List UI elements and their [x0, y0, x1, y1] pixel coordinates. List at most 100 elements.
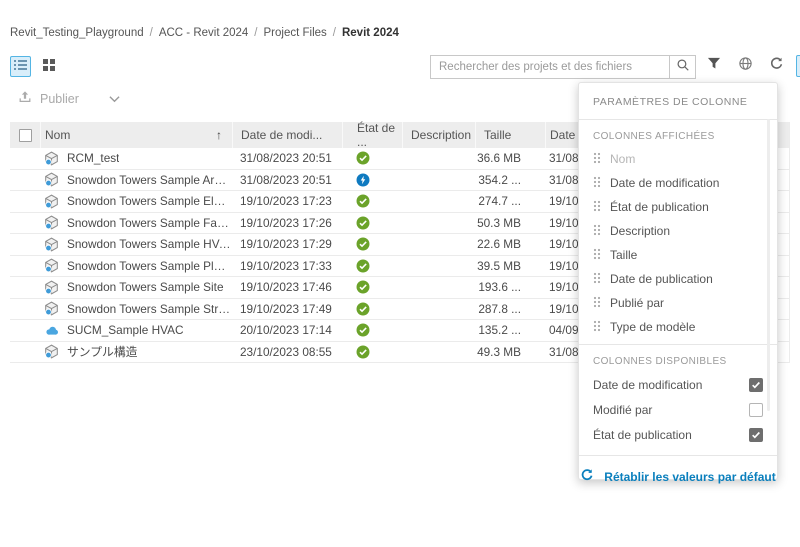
breadcrumb-separator: /: [149, 27, 153, 39]
file-published-date: 19/10/: [549, 215, 582, 230]
drag-handle-icon[interactable]: [593, 320, 601, 335]
search-icon: [676, 58, 690, 77]
search-input[interactable]: [431, 56, 669, 78]
published-status-icon: [356, 151, 370, 165]
breadcrumb-item[interactable]: Project Files: [263, 27, 327, 39]
breadcrumb-item[interactable]: Revit_Testing_Playground: [10, 27, 144, 39]
drag-handle-icon[interactable]: [593, 152, 601, 167]
drag-handle-icon[interactable]: [593, 224, 601, 239]
available-columns-section-label: COLONNES DISPONIBLES: [593, 356, 727, 367]
shown-column-item[interactable]: Type de modèle: [579, 315, 777, 339]
shown-column-label: État de publication: [610, 200, 709, 214]
list-view-button[interactable]: [10, 56, 31, 77]
reset-defaults-button[interactable]: Rétablir les valeurs par défaut: [579, 455, 777, 497]
toolbar-icons: [703, 55, 800, 77]
breadcrumb-item[interactable]: ACC - Revit 2024: [158, 27, 249, 39]
file-size: 274.7 ...: [478, 194, 521, 209]
published-status-icon: [356, 280, 370, 294]
file-name[interactable]: Snowdon Towers Sample HVAC: [67, 237, 232, 252]
column-settings-button[interactable]: [796, 55, 800, 77]
refresh-button[interactable]: [765, 55, 787, 77]
filter-icon: [707, 57, 721, 75]
file-name[interactable]: RCM_test: [67, 151, 120, 166]
revit-model-icon: [44, 172, 59, 187]
grid-view-icon: [42, 58, 55, 76]
cloud-model-icon: [44, 323, 59, 338]
file-modified-date: 19/10/2023 17:26: [240, 215, 332, 230]
file-modified-date: 19/10/2023 17:33: [240, 258, 332, 273]
pending-status-icon: [356, 173, 370, 187]
drag-handle-icon[interactable]: [593, 200, 601, 215]
column-header-size[interactable]: Taille: [475, 122, 545, 148]
revit-model-icon: [44, 194, 59, 209]
file-published-date: 31/08/: [549, 172, 582, 187]
revit-model-icon: [44, 301, 59, 316]
sort-ascending-icon[interactable]: ↑: [216, 128, 222, 142]
column-checkbox[interactable]: [749, 427, 763, 442]
shown-column-item[interactable]: État de publication: [579, 195, 777, 219]
available-column-label: Date de modification: [593, 377, 703, 392]
file-name[interactable]: Snowdon Towers Sample Archit...: [67, 172, 232, 187]
file-name[interactable]: Snowdon Towers Sample Site: [67, 280, 224, 295]
file-modified-date: 19/10/2023 17:29: [240, 237, 332, 252]
globe-icon: [738, 56, 753, 76]
column-header-status[interactable]: État de ...: [342, 121, 402, 149]
file-size: 36.6 MB: [477, 151, 521, 166]
shown-column-label: Nom: [610, 152, 636, 166]
shown-columns-section-label: COLONNES AFFICHÉES: [593, 131, 715, 142]
file-name[interactable]: Snowdon Towers Sample Facad...: [67, 215, 232, 230]
file-size: 50.3 MB: [477, 215, 521, 230]
available-column-label: État de publication: [593, 427, 692, 442]
file-name[interactable]: Snowdon Towers Sample Struct...: [67, 301, 232, 316]
revit-model-icon: [44, 237, 59, 252]
shown-column-label: Publié par: [610, 296, 665, 310]
chevron-down-icon[interactable]: [109, 92, 120, 106]
published-status-icon: [356, 216, 370, 230]
file-name[interactable]: Snowdon Towers Sample Electr...: [67, 194, 232, 209]
revit-model-icon: [44, 258, 59, 273]
column-header-description[interactable]: Description: [402, 122, 475, 148]
shown-column-item[interactable]: Taille: [579, 243, 777, 267]
column-header-modified[interactable]: Date de modi...: [232, 122, 342, 148]
file-modified-date: 19/10/2023 17:46: [240, 280, 332, 295]
column-header-name[interactable]: Nom ↑: [40, 122, 232, 148]
search-bar: [430, 55, 696, 79]
available-columns-list: Date de modification Modifié par État de…: [579, 372, 777, 447]
revit-model-icon: [44, 280, 59, 295]
breadcrumb-current: Revit 2024: [341, 27, 399, 39]
refresh-icon: [769, 56, 784, 76]
column-checkbox[interactable]: [749, 402, 763, 417]
search-button[interactable]: [669, 56, 695, 78]
file-modified-date: 31/08/2023 20:51: [240, 151, 332, 166]
reset-defaults-label: Rétablir les valeurs par défaut: [604, 469, 776, 484]
drag-handle-icon[interactable]: [593, 272, 601, 287]
file-published-date: 04/09/: [549, 323, 582, 338]
drag-handle-icon[interactable]: [593, 248, 601, 263]
select-all-checkbox[interactable]: [18, 128, 32, 142]
shown-column-item[interactable]: Description: [579, 219, 777, 243]
shown-column-label: Type de modèle: [610, 320, 696, 334]
shown-column-item[interactable]: Date de publication: [579, 267, 777, 291]
grid-view-button[interactable]: [38, 56, 59, 77]
shown-column-item[interactable]: Nom: [579, 147, 777, 171]
file-name[interactable]: Snowdon Towers Sample Plum...: [67, 258, 232, 273]
filter-button[interactable]: [703, 55, 725, 77]
revit-model-icon: [44, 344, 59, 359]
shown-column-item[interactable]: Publié par: [579, 291, 777, 315]
shown-column-item[interactable]: Date de modification: [579, 171, 777, 195]
column-checkbox[interactable]: [749, 377, 763, 392]
drag-handle-icon[interactable]: [593, 296, 601, 311]
shown-column-label: Date de modification: [610, 176, 720, 190]
panel-scrollbar[interactable]: [767, 119, 770, 411]
drag-handle-icon[interactable]: [593, 176, 601, 191]
file-modified-date: 19/10/2023 17:23: [240, 194, 332, 209]
globe-button[interactable]: [734, 55, 756, 77]
breadcrumb: Revit_Testing_Playground / ACC - Revit 2…: [10, 27, 399, 39]
shown-column-label: Date de publication: [610, 272, 713, 286]
file-name[interactable]: サンプル構造: [67, 345, 138, 360]
file-size: 287.8 ...: [478, 301, 521, 316]
publish-button[interactable]: Publier: [18, 90, 120, 107]
file-name[interactable]: SUCM_Sample HVAC: [67, 323, 184, 338]
shown-columns-list: Nom Date de modification État de publica…: [579, 147, 777, 339]
